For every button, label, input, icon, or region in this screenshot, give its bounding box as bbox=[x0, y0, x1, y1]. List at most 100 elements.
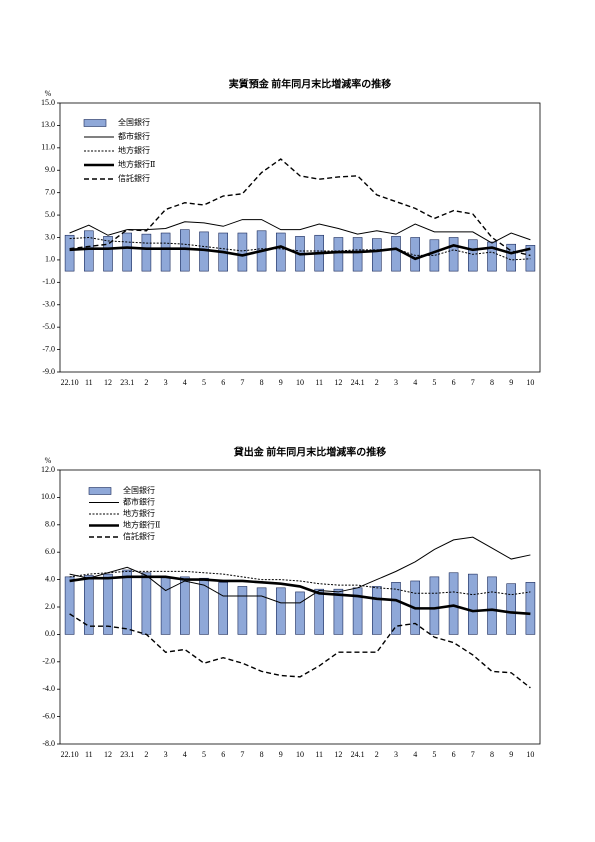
bar bbox=[295, 591, 305, 635]
line-series bbox=[69, 243, 531, 261]
y-tick-label: 13.0 bbox=[41, 120, 55, 129]
chart: 貸出金 前年同月末比増減率の推移% -8.0 -6.0 -4.0 -2.0 0.0 2.0 4… bbox=[41, 445, 541, 759]
x-tick-label: 7 bbox=[240, 378, 244, 387]
bar bbox=[487, 241, 497, 272]
line-series bbox=[69, 236, 531, 261]
y-tick-label: 9.0 bbox=[45, 165, 55, 174]
x-tick-label: 11 bbox=[315, 378, 323, 387]
x-tick-label: 3 bbox=[394, 378, 398, 387]
y-tick-label: 6.0 bbox=[45, 547, 55, 556]
x-tick-label: 6 bbox=[221, 750, 225, 759]
y-tick-label: -9.0 bbox=[42, 367, 55, 376]
x-tick-label: 8 bbox=[260, 750, 264, 759]
x-tick-label: 22.10 bbox=[61, 378, 79, 387]
bar bbox=[448, 237, 459, 272]
x-tick-label: 9 bbox=[509, 750, 513, 759]
y-tick-label: 15.0 bbox=[41, 98, 55, 107]
x-tick-label: 10 bbox=[526, 378, 534, 387]
x-tick-label: 10 bbox=[296, 750, 304, 759]
legend-label: 信託銀行 bbox=[123, 531, 155, 541]
bar bbox=[180, 576, 190, 635]
x-tick-label: 12 bbox=[334, 378, 342, 387]
x-tick-label: 5 bbox=[202, 750, 206, 759]
x-tick-label: 3 bbox=[164, 750, 168, 759]
x-tick-label: 5 bbox=[202, 378, 206, 387]
line-series bbox=[69, 613, 531, 689]
x-tick-label: 4 bbox=[413, 378, 417, 387]
x-tick-label: 22.10 bbox=[61, 750, 79, 759]
bar bbox=[160, 232, 171, 272]
x-tick-label: 2 bbox=[375, 378, 379, 387]
legend-label: 都市銀行 bbox=[123, 496, 155, 506]
x-tick-label: 7 bbox=[471, 750, 475, 759]
y-tick-label: -8.0 bbox=[42, 739, 55, 748]
x-tick-label: 2 bbox=[375, 750, 379, 759]
y-tick-label: 1.0 bbox=[45, 255, 55, 264]
bar bbox=[237, 586, 248, 635]
y-tick-label: 0.0 bbox=[45, 629, 55, 638]
y-tick-label: -2.0 bbox=[42, 657, 55, 666]
bar bbox=[506, 583, 517, 635]
x-tick-label: 9 bbox=[279, 750, 283, 759]
bar bbox=[199, 231, 209, 272]
bar bbox=[371, 586, 382, 635]
chart: 実質預金 前年同月末比増減率の推移% -9.0 -7.0 -5.0 -3.0 -1.0 1.… bbox=[41, 77, 541, 387]
line-series bbox=[69, 570, 531, 596]
bar bbox=[122, 232, 132, 272]
bar bbox=[525, 245, 536, 272]
bar bbox=[333, 237, 344, 272]
x-tick-label: 10 bbox=[296, 378, 304, 387]
y-tick-label: -4.0 bbox=[42, 684, 55, 693]
bar bbox=[448, 572, 459, 635]
x-tick-label: 12 bbox=[104, 378, 112, 387]
x-tick-label: 6 bbox=[452, 378, 456, 387]
legend-swatch bbox=[83, 119, 107, 127]
bar bbox=[314, 588, 325, 635]
bar bbox=[467, 573, 478, 635]
line-series bbox=[69, 219, 531, 244]
line-series bbox=[69, 158, 531, 257]
x-tick-label: 9 bbox=[279, 378, 283, 387]
y-tick-label: -6.0 bbox=[42, 711, 55, 720]
y-tick-label: -5.0 bbox=[42, 322, 55, 331]
x-tick-label: 10 bbox=[526, 750, 534, 759]
bar bbox=[141, 233, 152, 272]
y-tick-label: 5.0 bbox=[45, 210, 55, 219]
bar bbox=[84, 575, 94, 635]
bar bbox=[371, 238, 382, 272]
x-tick-label: 11 bbox=[85, 378, 93, 387]
y-unit: % bbox=[45, 89, 52, 98]
y-tick-label: 3.0 bbox=[45, 232, 55, 241]
x-tick-label: 6 bbox=[452, 750, 456, 759]
y-tick-label: 2.0 bbox=[45, 602, 55, 611]
bar bbox=[525, 582, 536, 635]
bar bbox=[160, 576, 171, 635]
line-series bbox=[69, 536, 531, 604]
legend-label: 地方銀行 bbox=[118, 145, 150, 155]
y-tick-label: 4.0 bbox=[45, 574, 55, 583]
x-tick-label: 3 bbox=[164, 378, 168, 387]
x-tick-label: 2 bbox=[144, 378, 148, 387]
bar bbox=[103, 236, 113, 272]
bar bbox=[333, 588, 344, 635]
legend-label: 地方銀行 bbox=[123, 508, 155, 518]
x-tick-label: 24.1 bbox=[351, 378, 365, 387]
x-tick-label: 8 bbox=[490, 378, 494, 387]
bar bbox=[429, 576, 440, 635]
bar bbox=[64, 576, 75, 635]
bar bbox=[275, 232, 286, 272]
x-tick-label: 5 bbox=[432, 750, 436, 759]
chart-title: 実質預金 前年同月末比増減率の推移 bbox=[229, 77, 392, 90]
bar bbox=[429, 239, 440, 272]
bar bbox=[141, 572, 152, 635]
x-tick-label: 4 bbox=[183, 378, 187, 387]
legend-label: 地方銀行Ⅱ bbox=[118, 159, 155, 169]
bar bbox=[218, 582, 228, 635]
bar bbox=[487, 576, 497, 635]
x-tick-label: 23.1 bbox=[120, 378, 134, 387]
x-tick-label: 12 bbox=[334, 750, 342, 759]
x-tick-label: 7 bbox=[240, 750, 244, 759]
y-tick-label: 10.0 bbox=[41, 492, 55, 501]
x-tick-label: 2 bbox=[144, 750, 148, 759]
legend-label: 信託銀行 bbox=[118, 173, 150, 183]
